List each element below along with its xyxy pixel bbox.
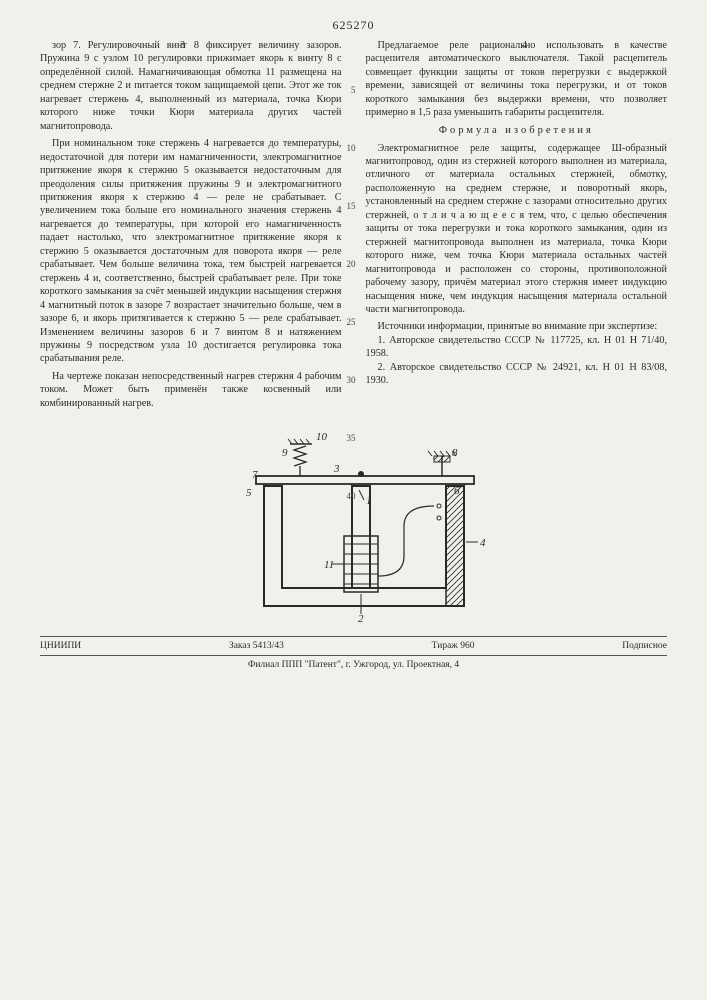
armature (256, 476, 474, 484)
label-10: 10 (316, 431, 328, 443)
screw-mount (434, 456, 450, 462)
right-column: Предлагаемое реле рационально использова… (366, 39, 668, 414)
label-5: 5 (246, 487, 252, 499)
line-number: 35 (347, 433, 356, 445)
spring (294, 446, 306, 476)
coil-lead (378, 506, 434, 576)
line-number: 40 (347, 491, 356, 503)
references-block: Источники информации, принятые во вниман… (366, 320, 668, 387)
terminal (437, 516, 441, 520)
line-number: 5 (351, 85, 356, 97)
hatched-leg (446, 486, 464, 606)
terminal (437, 504, 441, 508)
label-8: 8 (452, 447, 458, 459)
label-1: 1 (366, 495, 372, 507)
line-number: 10 (347, 143, 356, 155)
body-paragraph: зор 7. Регулировочный винт 8 фиксирует в… (40, 39, 342, 133)
footer-line-1: ЦНИИПИ Заказ 5413/43 Тираж 960 Подписное (40, 636, 667, 651)
label-4: 4 (480, 537, 486, 549)
label-3: 3 (333, 463, 340, 475)
references-title: Источники информации, принятые во вниман… (366, 320, 668, 333)
body-paragraph: Предлагаемое реле рационально использова… (366, 39, 668, 120)
footer-line-2: Филиал ППП "Патент", г. Ужгород, ул. Про… (40, 655, 667, 670)
pivot (358, 471, 364, 477)
claim-text: Электромагнитное реле защиты, содержащее… (366, 142, 668, 317)
footer-sub: Подписное (622, 641, 667, 651)
label-11: 11 (324, 559, 334, 571)
line-number: 20 (347, 259, 356, 271)
label-7: 7 (252, 469, 258, 481)
line-number: 25 (347, 317, 356, 329)
line-number: 30 (347, 375, 356, 387)
label-9: 9 (282, 447, 288, 459)
patent-number: 625270 (40, 18, 667, 33)
left-column: зор 7. Регулировочный винт 8 фиксирует в… (40, 39, 342, 414)
label-6: 6 (454, 485, 460, 497)
label-2: 2 (358, 613, 364, 625)
body-paragraph: На чертеже показан непосредственный нагр… (40, 370, 342, 410)
footer-org: ЦНИИПИ (40, 641, 81, 651)
reference-item: 1. Авторское свидетельство СССР № 117725… (366, 334, 668, 361)
line-number: 15 (347, 201, 356, 213)
footer-order: Заказ 5413/43 (229, 641, 284, 651)
body-paragraph: При номинальном токе стержень 4 нагревае… (40, 137, 342, 366)
patent-figure: 1 2 3 4 5 6 7 8 9 10 11 (204, 426, 504, 626)
claims-title: Формула изобретения (366, 124, 668, 138)
reference-item: 2. Авторское свидетельство СССР № 24921,… (366, 361, 668, 388)
footer-tirazh: Тираж 960 (432, 641, 475, 651)
